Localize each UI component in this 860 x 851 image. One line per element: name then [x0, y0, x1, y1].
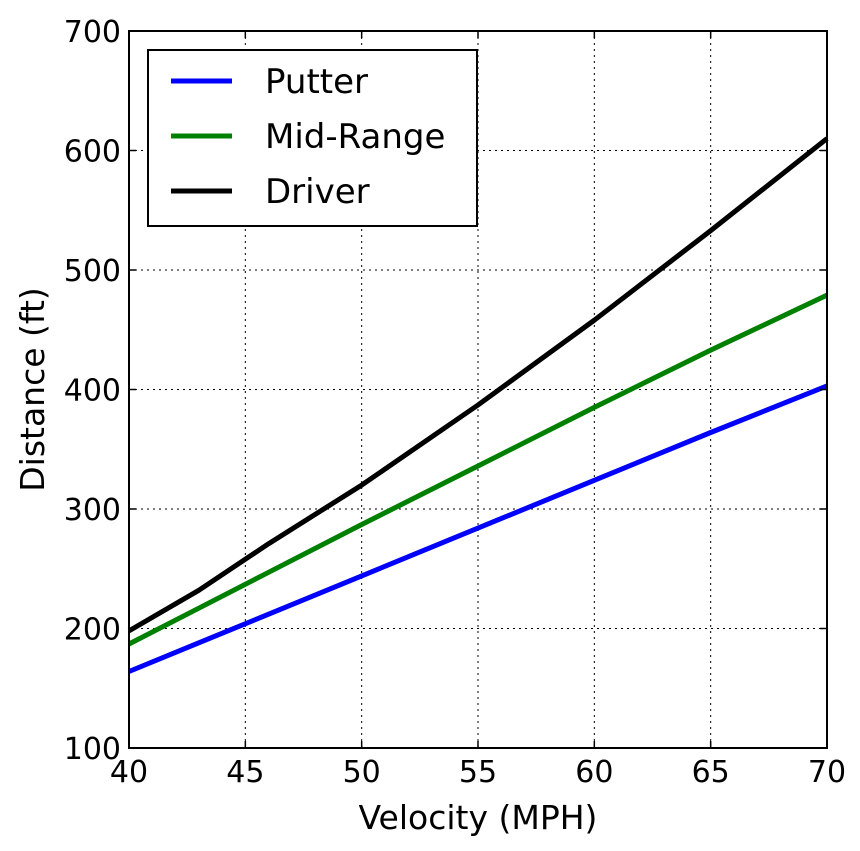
- y-tick-label: 500: [64, 254, 121, 289]
- legend-label: Mid-Range: [265, 117, 445, 157]
- x-tick-label: 70: [808, 755, 846, 790]
- series-lines: [127, 136, 829, 674]
- ticks: 40 45 50 55 60 65 70 100 200 300 400 500 600 700: [64, 15, 846, 790]
- x-tick-label: 50: [343, 755, 381, 790]
- y-tick-label: 300: [64, 493, 121, 528]
- x-tick-label: 40: [110, 755, 148, 790]
- y-tick-label: 700: [64, 15, 121, 50]
- y-tick-label: 100: [64, 732, 121, 767]
- series-line-putter: [128, 383, 828, 674]
- x-tick-label: 45: [226, 755, 264, 790]
- x-tick-label: 65: [692, 755, 730, 790]
- legend: Putter Mid-Range Driver: [147, 49, 478, 227]
- legend-label: Putter: [265, 62, 368, 102]
- series-line-driver: [127, 136, 829, 634]
- y-tick-label: 600: [64, 135, 121, 170]
- x-tick-label: 60: [575, 755, 613, 790]
- legend-label: Driver: [265, 172, 370, 212]
- y-tick-label: 400: [64, 374, 121, 409]
- x-axis-label: Velocity (MPH): [359, 798, 598, 837]
- y-axis-label: Distance (ft): [13, 287, 52, 492]
- y-tick-label: 200: [64, 613, 121, 648]
- x-tick-label: 55: [459, 755, 497, 790]
- series-line-mid-range: [127, 292, 829, 647]
